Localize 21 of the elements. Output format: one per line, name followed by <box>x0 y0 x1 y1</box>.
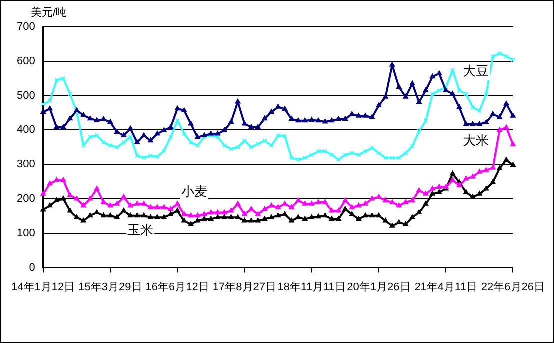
x-tick-label: 21年4月11日 <box>414 281 478 294</box>
y-tick-label: 500 <box>16 90 36 102</box>
x-tick-label: 17年8月27日 <box>212 281 277 294</box>
x-tick-label: 20年1月26日 <box>347 281 411 294</box>
y-tick-label: 600 <box>16 55 36 68</box>
series-label: 大豆 <box>463 64 490 79</box>
series-label: 小麦 <box>181 184 208 200</box>
y-tick-label: 700 <box>16 21 36 34</box>
series-label: 玉米 <box>128 222 154 238</box>
y-tick-label: 100 <box>16 227 36 240</box>
x-tick-label: 15年3月29日 <box>78 281 142 294</box>
y-tick-label: 200 <box>16 193 36 206</box>
x-tick-label: 18年11月11日 <box>278 281 346 294</box>
y-axis-title: 美元/吨 <box>31 6 68 20</box>
y-tick-label: 400 <box>16 124 36 136</box>
y-tick-label: 300 <box>16 158 36 171</box>
series-label: 大米 <box>463 132 490 148</box>
x-tick-label: 16年6月12日 <box>146 281 210 294</box>
x-tick-label: 14年1月12日 <box>12 281 76 294</box>
x-tick-label: 22年6月26日 <box>481 281 546 294</box>
y-tick-label: 0 <box>29 262 36 274</box>
